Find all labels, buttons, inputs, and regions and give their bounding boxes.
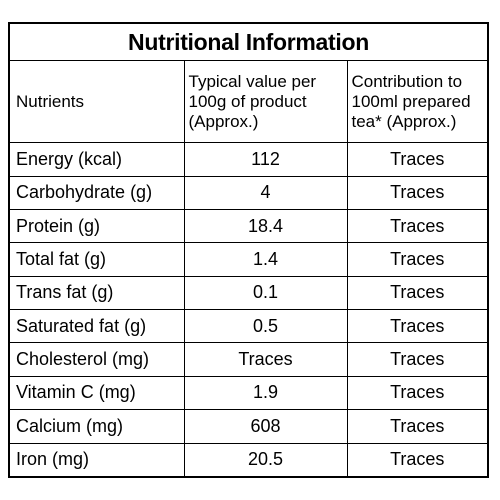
nutrition-table-panel: Nutritional Information Nutrients Typica… xyxy=(8,22,489,478)
title-row: Nutritional Information xyxy=(10,24,488,62)
header-typical-value-line: Typical value per xyxy=(188,71,317,91)
header-typical-value-line: (Approx.) xyxy=(188,111,259,131)
nutrient-name: Cholesterol (mg) xyxy=(10,342,185,377)
table-row: Cholesterol (mg) Traces Traces xyxy=(10,342,488,377)
table-row: Total fat (g) 1.4 Traces xyxy=(10,242,488,277)
nutrient-contribution: Traces xyxy=(346,375,488,411)
nutrient-name: Energy (kcal) xyxy=(10,142,185,177)
header-nutrients: Nutrients xyxy=(10,60,185,144)
nutrient-name: Vitamin C (mg) xyxy=(10,375,185,411)
nutrient-contribution: Traces xyxy=(346,309,488,344)
nutrient-value: 608 xyxy=(183,409,348,444)
nutrient-value: Traces xyxy=(183,342,348,377)
nutrient-value: 0.1 xyxy=(183,275,348,311)
nutrient-value: 112 xyxy=(183,142,348,177)
nutrient-name: Carbohydrate (g) xyxy=(10,175,185,211)
nutrient-value: 1.9 xyxy=(183,375,348,411)
nutrient-name: Total fat (g) xyxy=(10,242,185,277)
nutrient-name: Iron (mg) xyxy=(10,442,185,476)
nutrient-contribution: Traces xyxy=(346,209,488,244)
nutrient-name: Calcium (mg) xyxy=(10,409,185,444)
header-contribution-line: tea* (Approx.) xyxy=(351,111,457,131)
nutrient-contribution: Traces xyxy=(346,442,488,476)
nutrient-contribution: Traces xyxy=(346,409,488,444)
nutrient-name: Protein (g) xyxy=(10,209,185,244)
nutrient-contribution: Traces xyxy=(346,275,488,311)
header-typical-value: Typical value per 100g of product (Appro… xyxy=(183,60,348,144)
table-row: Carbohydrate (g) 4 Traces xyxy=(10,175,488,211)
nutrient-contribution: Traces xyxy=(346,142,488,177)
table-row: Protein (g) 18.4 Traces xyxy=(10,209,488,244)
nutrient-value: 0.5 xyxy=(183,309,348,344)
header-contribution-line: 100ml prepared xyxy=(351,91,471,111)
nutrient-name: Saturated fat (g) xyxy=(10,309,185,344)
nutrient-contribution: Traces xyxy=(346,342,488,377)
header-contribution: Contribution to 100ml prepared tea* (App… xyxy=(346,60,488,144)
header-typical-value-line: 100g of product xyxy=(188,91,307,111)
table-row: Trans fat (g) 0.1 Traces xyxy=(10,275,488,311)
nutrient-value: 18.4 xyxy=(183,209,348,244)
nutrient-value: 1.4 xyxy=(183,242,348,277)
table-row: Energy (kcal) 112 Traces xyxy=(10,142,488,177)
nutrient-contribution: Traces xyxy=(346,242,488,277)
table-title: Nutritional Information xyxy=(10,24,488,62)
header-row: Nutrients Typical value per 100g of prod… xyxy=(10,60,488,144)
table-row: Saturated fat (g) 0.5 Traces xyxy=(10,309,488,344)
nutrient-name: Trans fat (g) xyxy=(10,275,185,311)
nutrient-value: 4 xyxy=(183,175,348,211)
nutrition-table: Nutritional Information Nutrients Typica… xyxy=(10,24,488,476)
nutrient-value: 20.5 xyxy=(183,442,348,476)
table-row: Iron (mg) 20.5 Traces xyxy=(10,442,488,476)
table-row: Vitamin C (mg) 1.9 Traces xyxy=(10,375,488,411)
header-contribution-line: Contribution to xyxy=(351,71,463,91)
table-row: Calcium (mg) 608 Traces xyxy=(10,409,488,444)
nutrient-contribution: Traces xyxy=(346,175,488,211)
